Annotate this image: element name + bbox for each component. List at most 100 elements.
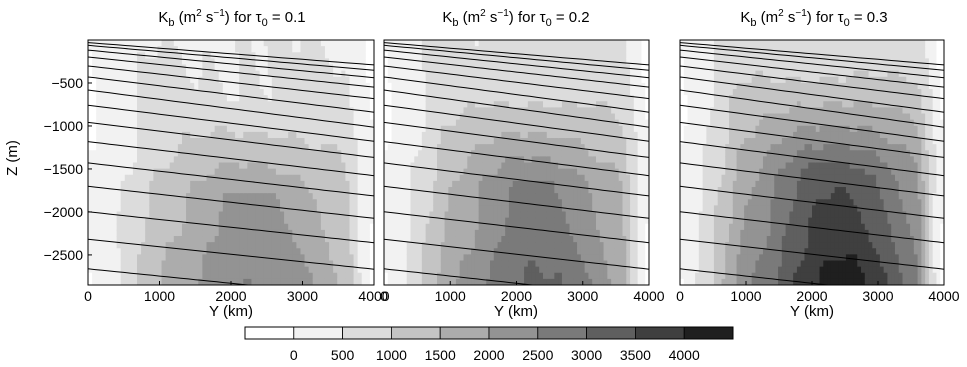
field-cell (149, 144, 154, 151)
field-cell (345, 138, 351, 145)
field-cell (202, 89, 208, 96)
field-cell (361, 174, 367, 182)
field-cell (165, 46, 171, 53)
field-cell (157, 168, 163, 176)
field-cell (149, 193, 154, 200)
field-cell (141, 180, 146, 188)
field-cell (508, 131, 514, 139)
field-cell (565, 52, 571, 59)
field-cell (329, 236, 334, 243)
field-cell (222, 144, 228, 151)
field-cell (308, 272, 314, 280)
field-cell (173, 229, 179, 237)
field-cell (243, 58, 248, 66)
field-cell (531, 131, 537, 139)
field-cell (292, 278, 297, 285)
field-cell (198, 217, 203, 225)
field-cell (259, 150, 265, 157)
filled-contour-field (88, 40, 374, 285)
field-cell (108, 64, 114, 72)
field-cell (406, 248, 412, 255)
field-cell (391, 174, 396, 182)
field-cell (463, 119, 468, 127)
field-cell (474, 205, 480, 213)
field-cell (181, 125, 187, 133)
field-cell (543, 162, 548, 170)
field-cell (516, 180, 521, 188)
field-cell (165, 199, 171, 206)
field-cell (280, 254, 285, 262)
field-cell (190, 113, 195, 121)
field-cell (543, 131, 548, 139)
field-cell (292, 180, 297, 188)
field-cell (222, 199, 228, 206)
field-cell (320, 242, 326, 249)
field-cell (565, 58, 571, 66)
field-cell (284, 248, 289, 255)
field-cell (440, 193, 446, 200)
field-cell (92, 278, 97, 285)
field-cell (141, 223, 146, 231)
field-cell (561, 272, 567, 280)
field-cell (231, 144, 236, 151)
field-cell (145, 248, 150, 255)
field-cell (463, 138, 468, 145)
field-cell (190, 272, 195, 280)
field-cell (535, 46, 540, 53)
field-cell (141, 150, 146, 157)
field-cell (243, 242, 248, 249)
field-cell (112, 138, 118, 145)
field-cell (569, 260, 574, 268)
field-cell (384, 217, 389, 225)
field-cell (320, 70, 326, 78)
field-cell (267, 278, 273, 285)
field-cell (116, 217, 122, 225)
field-cell (100, 138, 105, 145)
field-cell (284, 162, 289, 170)
field-cell (410, 223, 415, 231)
field-cell (251, 168, 257, 176)
field-cell (255, 113, 261, 121)
field-cell (535, 205, 540, 213)
field-cell (304, 254, 310, 262)
field-cell (177, 131, 183, 139)
field-cell (569, 101, 574, 108)
field-cell (329, 101, 334, 108)
field-cell (165, 211, 171, 219)
field-cell (198, 40, 203, 47)
field-cell (558, 95, 563, 102)
field-cell (337, 260, 342, 268)
field-cell (169, 193, 175, 200)
field-cell (263, 193, 269, 200)
field-cell (226, 113, 232, 121)
field-cell (471, 205, 476, 213)
field-cell (206, 138, 212, 145)
field-cell (437, 236, 442, 243)
field-cell (384, 260, 389, 268)
field-cell (116, 266, 122, 274)
field-cell (231, 138, 236, 145)
field-cell (108, 52, 114, 59)
field-cell (421, 242, 427, 249)
field-cell (304, 119, 310, 127)
field-cell (505, 168, 510, 176)
field-cell (157, 76, 163, 84)
field-cell (88, 64, 93, 72)
field-cell (546, 52, 552, 59)
field-cell (169, 156, 175, 164)
field-cell (202, 156, 208, 164)
field-cell (292, 217, 297, 225)
field-cell (235, 150, 240, 157)
field-cell (263, 144, 269, 151)
field-cell (399, 70, 404, 78)
field-cell (312, 242, 318, 249)
field-cell (116, 101, 122, 108)
field-cell (365, 242, 371, 249)
field-cell (361, 248, 367, 255)
field-cell (482, 95, 487, 102)
field-cell (550, 236, 555, 243)
field-cell (573, 199, 578, 206)
field-cell (104, 199, 110, 206)
field-cell (275, 236, 281, 243)
field-cell (124, 242, 130, 249)
